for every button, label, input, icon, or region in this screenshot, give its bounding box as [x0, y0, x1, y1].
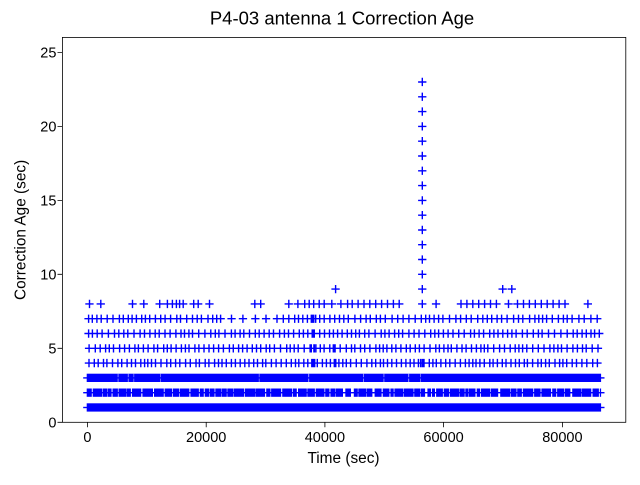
svg-text:20: 20 [40, 120, 56, 136]
svg-text:10: 10 [40, 268, 56, 284]
svg-text:0: 0 [48, 416, 56, 432]
svg-text:60000: 60000 [423, 430, 463, 446]
svg-text:Time (sec): Time (sec) [307, 450, 379, 467]
svg-text:25: 25 [40, 46, 56, 62]
svg-text:0: 0 [83, 430, 91, 446]
svg-text:80000: 80000 [542, 430, 582, 446]
svg-text:20000: 20000 [186, 430, 226, 446]
svg-text:5: 5 [48, 342, 56, 358]
svg-text:15: 15 [40, 194, 56, 210]
svg-text:Correction Age (sec): Correction Age (sec) [13, 160, 30, 300]
svg-text:40000: 40000 [305, 430, 345, 446]
svg-text:P4-03 antenna 1 Correction Age: P4-03 antenna 1 Correction Age [210, 8, 474, 29]
